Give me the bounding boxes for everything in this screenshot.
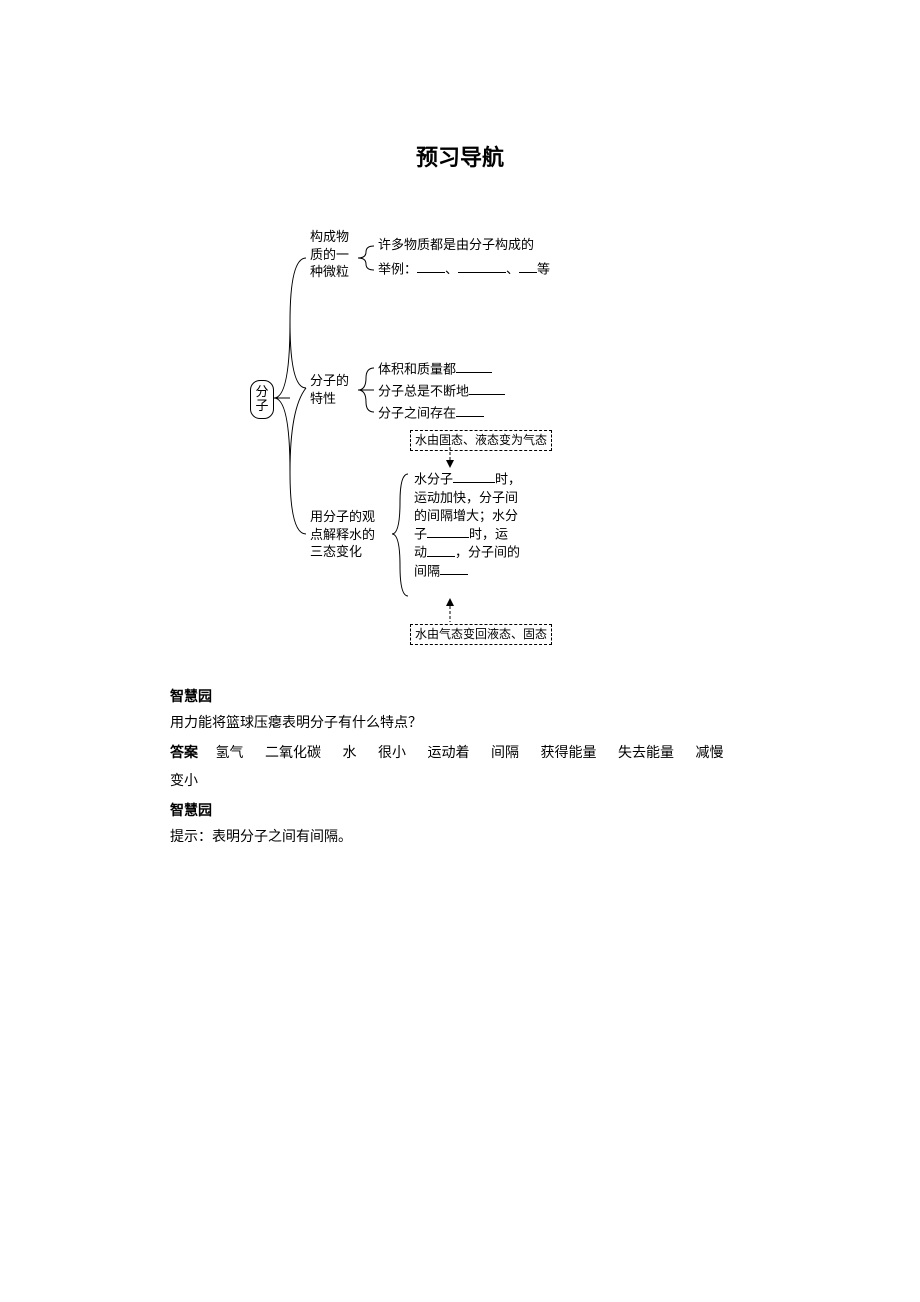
dash-top-text: 水由固态、液态变为气态 xyxy=(410,430,552,451)
ans-2: 水 xyxy=(343,746,357,761)
b2-l1: 分子的 xyxy=(310,372,349,390)
branch1-row2: 举例： 、 、 等 xyxy=(378,260,550,279)
ans-1: 二氧化碳 xyxy=(265,746,321,761)
b3-line1: 水分子 时， xyxy=(414,470,554,489)
b1-s2: 、 xyxy=(506,261,519,276)
answer-values: 氢气 二氧化碳 水 很小 运动着 间隔 获得能量 失去能量 减慢 变小 xyxy=(170,746,745,789)
t: 时， xyxy=(495,471,521,486)
b1-l3: 种微粒 xyxy=(310,263,349,281)
branch1-label: 构成物 质的一 种微粒 xyxy=(310,228,349,281)
b3-line6: 间隔 xyxy=(414,562,554,581)
branch2-label: 分子的 特性 xyxy=(310,372,349,407)
blank xyxy=(427,525,469,538)
concept-diagram: 分子 构成物 质的一 种微 xyxy=(250,212,750,652)
branch1-row1: 许多物质都是由分子构成的 xyxy=(378,236,534,254)
b2-l2: 特性 xyxy=(310,390,349,408)
hint-text: 提示：表明分子之间有间隔。 xyxy=(170,824,750,852)
b1-post: 等 xyxy=(537,261,550,276)
root-node: 分子 xyxy=(250,380,274,419)
b1-pre: 举例： xyxy=(378,261,417,276)
b1-text1: 许多物质都是由分子构成的 xyxy=(378,237,534,252)
ans-5: 间隔 xyxy=(491,746,519,761)
b2r2: 分子总是不断地 xyxy=(378,383,469,398)
b1-s1: 、 xyxy=(445,261,458,276)
blank xyxy=(453,470,495,483)
t: 动 xyxy=(414,545,427,560)
blank xyxy=(469,382,505,395)
blank xyxy=(456,404,484,417)
blank xyxy=(440,562,468,575)
ans-0: 氢气 xyxy=(216,746,244,761)
ans-3: 很小 xyxy=(378,746,406,761)
blank xyxy=(427,543,455,556)
t: 水分子 xyxy=(414,471,453,486)
blank xyxy=(456,360,492,373)
t: ，分子间的 xyxy=(455,545,520,560)
wisdom-question: 用力能将篮球压瘪表明分子有什么特点？ xyxy=(170,710,750,738)
dash-top: 水由固态、液态变为气态 xyxy=(410,430,552,451)
blank xyxy=(458,260,506,273)
b2r3: 分子之间存在 xyxy=(378,405,456,420)
t: 时，运 xyxy=(469,526,508,541)
b3-l2: 点解释水的 xyxy=(310,526,375,544)
answer-label: 答案 xyxy=(170,744,198,760)
branch2-row1: 体积和质量都 xyxy=(378,360,492,379)
ans-9: 变小 xyxy=(170,774,198,789)
branch3-label: 用分子的观 点解释水的 三态变化 xyxy=(310,508,375,561)
wisdom-heading-1: 智慧园 xyxy=(170,682,750,710)
dash-bottom: 水由气态变回液态、固态 xyxy=(410,624,552,645)
ans-8: 减慢 xyxy=(696,746,724,761)
t: 子 xyxy=(414,526,427,541)
branch3-body: 水分子 时， 运动加快，分子间 的间隔增大；水分 子 时，运 动 ，分子间的 间隔 xyxy=(414,470,554,581)
b3-l3: 三态变化 xyxy=(310,543,375,561)
page-title: 预习导航 xyxy=(170,140,750,172)
b3-line3: 的间隔增大；水分 xyxy=(414,507,554,525)
b3-line4: 子 时，运 xyxy=(414,525,554,544)
ans-7: 失去能量 xyxy=(618,746,674,761)
branch2-row3: 分子之间存在 xyxy=(378,404,484,423)
ans-4: 运动着 xyxy=(428,746,470,761)
root-text: 分子 xyxy=(255,384,268,413)
t: 间隔 xyxy=(414,563,440,578)
b1-l1: 构成物 xyxy=(310,228,349,246)
branch2-row2: 分子总是不断地 xyxy=(378,382,505,401)
b3-l1: 用分子的观 xyxy=(310,508,375,526)
b1-l2: 质的一 xyxy=(310,246,349,264)
ans-6: 获得能量 xyxy=(541,746,597,761)
b3-line5: 动 ，分子间的 xyxy=(414,543,554,562)
dash-bottom-text: 水由气态变回液态、固态 xyxy=(410,624,552,645)
answer-line: 答案 氢气 二氧化碳 水 很小 运动着 间隔 获得能量 失去能量 减慢 变小 xyxy=(170,738,750,796)
wisdom-heading-2: 智慧园 xyxy=(170,796,750,824)
blank xyxy=(417,260,445,273)
b3-line2: 运动加快，分子间 xyxy=(414,489,554,507)
blank xyxy=(519,260,537,273)
b2r1: 体积和质量都 xyxy=(378,361,456,376)
